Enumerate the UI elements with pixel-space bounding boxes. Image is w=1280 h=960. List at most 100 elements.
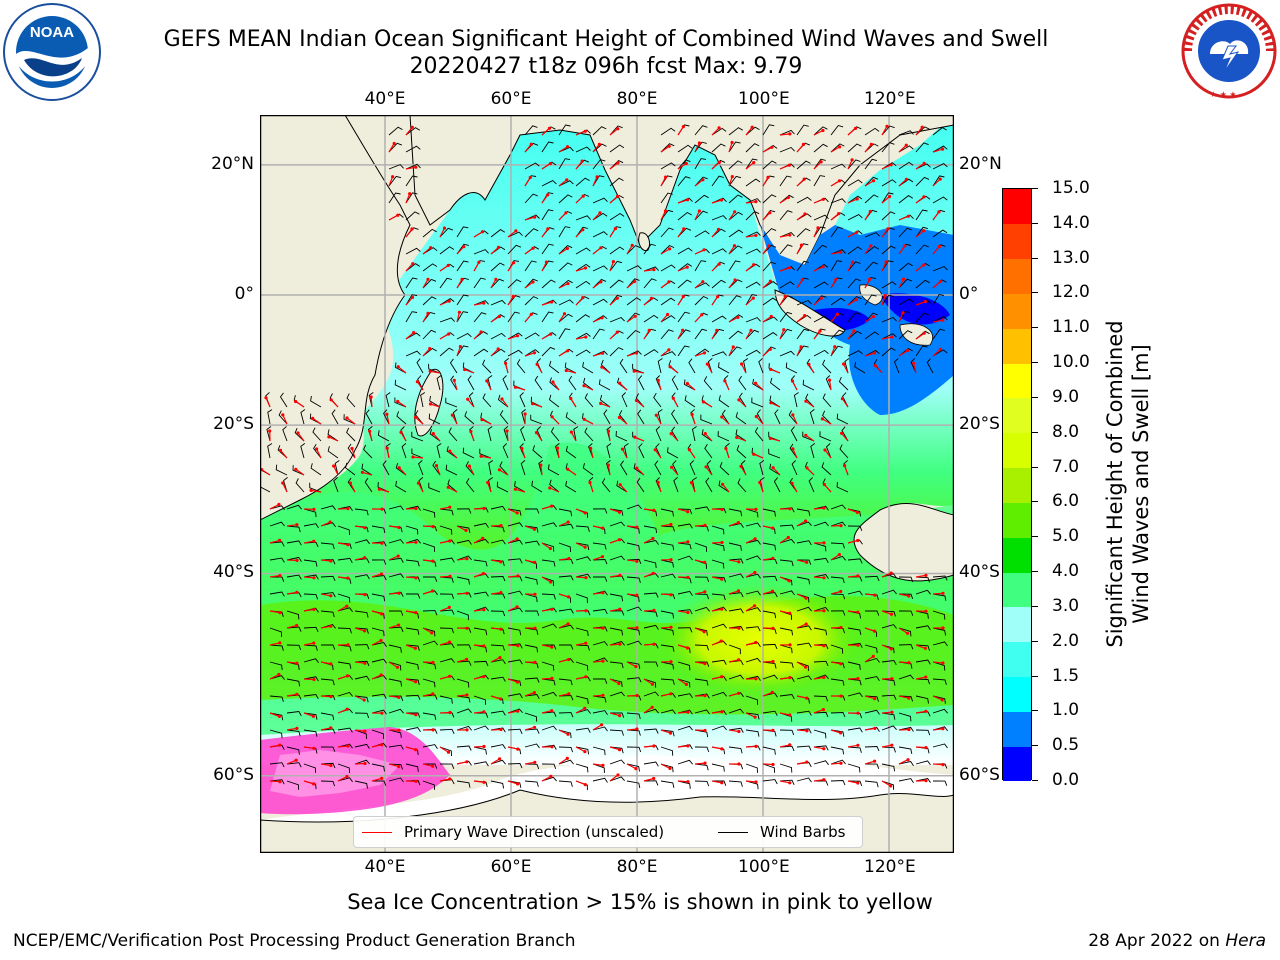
wind-barb	[864, 593, 879, 600]
wave-arrow-head	[278, 538, 282, 542]
wave-arrow-head	[611, 260, 615, 264]
wind-barb	[653, 392, 662, 408]
wind-barb	[592, 126, 607, 136]
wind-barb	[558, 678, 573, 686]
wave-direction-arrow	[607, 464, 611, 476]
wave-direction-arrow	[745, 538, 756, 544]
wind-barb	[915, 262, 930, 272]
wind-barb	[830, 260, 843, 272]
wind-barb	[337, 557, 353, 564]
wave-arrow-head	[869, 244, 873, 248]
wind-barb	[660, 312, 676, 323]
wave-arrow-head	[685, 265, 689, 269]
wave-arrow-head	[669, 593, 673, 597]
wind-barb	[677, 759, 693, 765]
wave-direction-arrow	[660, 210, 667, 221]
wave-direction-arrow	[636, 467, 645, 476]
wind-barb	[428, 413, 441, 425]
wave-direction-arrow	[592, 176, 598, 187]
wind-barb	[745, 657, 761, 663]
wind-barb	[830, 678, 845, 686]
wind-barb	[677, 661, 691, 671]
wave-direction-arrow	[691, 414, 696, 425]
wave-arrow-head	[465, 693, 469, 697]
wind-barb	[456, 525, 471, 533]
wave-arrow-head	[923, 646, 928, 650]
wave-arrow-head	[520, 446, 524, 451]
wind-barb	[513, 481, 526, 493]
wave-arrow-head	[733, 278, 737, 282]
wind-barb	[507, 279, 522, 289]
wave-arrow-head	[327, 435, 331, 439]
wave-arrow-head	[669, 522, 673, 527]
wave-arrow-head	[581, 194, 585, 198]
wind-barb	[745, 555, 761, 561]
wind-barb	[660, 280, 676, 289]
wave-arrow-head	[941, 661, 945, 665]
wave-direction-arrow	[915, 574, 926, 578]
wave-direction-arrow	[762, 590, 773, 595]
wind-barb	[711, 659, 727, 665]
wave-direction-arrow	[881, 610, 892, 615]
wave-direction-arrow	[558, 350, 568, 357]
wave-arrow-head	[496, 347, 500, 351]
wind-barb	[490, 277, 504, 289]
wave-arrow-head	[650, 705, 654, 709]
wind-barb	[303, 641, 318, 651]
wind-barb	[558, 328, 571, 340]
lat-left-2: 20°S	[213, 414, 254, 435]
wind-barb	[711, 593, 726, 601]
wave-direction-arrow	[881, 196, 890, 204]
wind-barb	[660, 678, 675, 685]
wind-barb	[320, 559, 336, 565]
wave-arrow-head	[690, 412, 694, 416]
wind-barb	[796, 728, 812, 734]
wave-direction-arrow	[575, 297, 584, 306]
wave-direction-arrow	[521, 448, 526, 459]
wind-barb	[864, 746, 880, 752]
wave-arrow-head	[446, 263, 450, 267]
wind-barb	[575, 706, 591, 714]
wind-barb	[367, 426, 373, 442]
wave-arrow-head	[839, 589, 843, 594]
wave-arrow-head	[447, 605, 451, 609]
wind-barb	[541, 661, 555, 671]
wave-arrow-head	[312, 607, 316, 611]
wave-direction-arrow	[779, 712, 790, 716]
wind-barb	[864, 127, 880, 136]
wave-arrow-head	[379, 673, 383, 677]
wave-direction-arrow	[728, 590, 739, 595]
wind-barb	[796, 345, 809, 357]
wave-direction-arrow	[609, 712, 620, 717]
wave-arrow-head	[346, 744, 350, 748]
wave-direction-arrow	[762, 660, 774, 663]
wind-barb	[813, 349, 829, 357]
wave-arrow-head	[497, 468, 501, 472]
legend-item-barbs: Wind Barbs	[718, 823, 845, 841]
wind-barb	[456, 708, 472, 714]
wind-barb	[626, 350, 642, 357]
wave-arrow-head	[529, 312, 533, 316]
wave-arrow-head	[294, 758, 298, 762]
wind-barb	[354, 525, 369, 533]
wave-direction-arrow	[677, 329, 684, 340]
wave-arrow-head	[546, 193, 550, 197]
wave-direction-arrow	[728, 346, 734, 357]
wave-direction-arrow	[813, 576, 825, 579]
wave-arrow-head	[872, 351, 877, 355]
wind-barb	[507, 678, 522, 687]
wind-barb	[575, 746, 590, 755]
wind-barb	[830, 226, 843, 238]
wave-arrow-head	[686, 610, 690, 615]
wind-barb	[396, 411, 407, 425]
wind-barb	[847, 677, 862, 686]
wave-arrow-head	[595, 175, 599, 179]
colorbar-segment	[1003, 572, 1031, 608]
wave-direction-arrow	[422, 525, 434, 528]
wave-arrow-head	[839, 250, 843, 254]
wind-barb	[881, 644, 895, 654]
wind-barb	[575, 763, 589, 773]
wave-direction-arrow	[711, 640, 722, 646]
wave-direction-arrow	[592, 281, 602, 289]
wind-barb	[847, 158, 861, 170]
